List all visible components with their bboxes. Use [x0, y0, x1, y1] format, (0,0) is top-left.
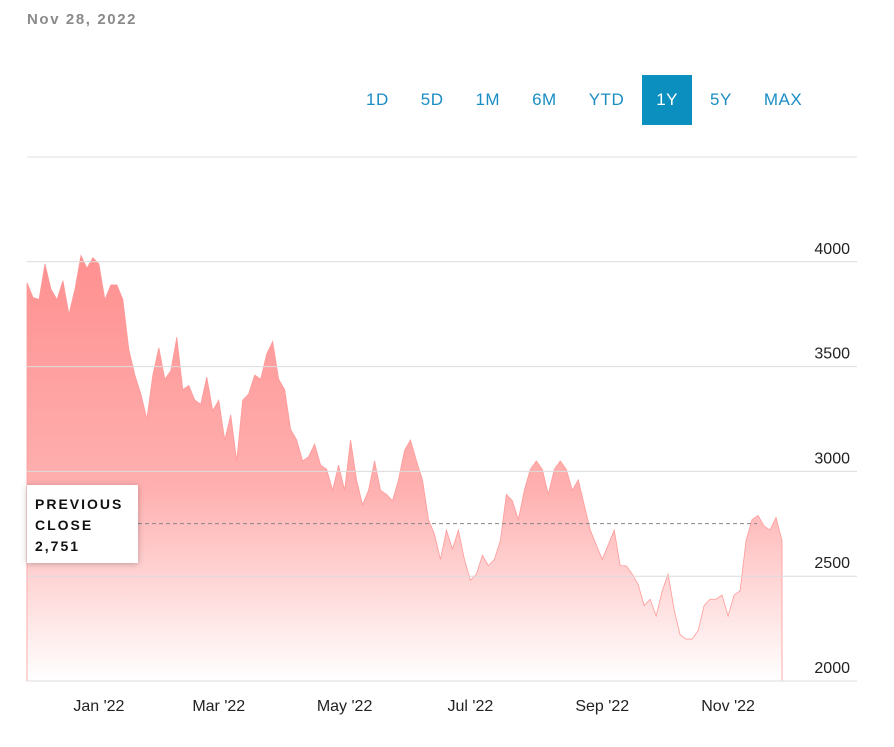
range-button[interactable]: 1Y: [642, 75, 693, 125]
previous-close-value: 2,751: [35, 538, 81, 554]
previous-close-label: PREVIOUS CLOSE: [35, 496, 124, 533]
x-tick-label: Jan '22: [73, 698, 124, 715]
range-button[interactable]: 5Y: [710, 90, 732, 109]
price-area: [26, 254, 783, 682]
y-tick-label: 2500: [814, 555, 850, 572]
x-tick-label: Jul '22: [448, 698, 494, 715]
range-button[interactable]: MAX: [763, 90, 803, 109]
range-button[interactable]: YTD: [588, 90, 625, 109]
range-button[interactable]: 1D: [366, 90, 389, 109]
date: Nov 28, 2022: [27, 11, 138, 28]
range-button[interactable]: 6M: [532, 90, 557, 109]
range-selector: 1D 5D 1M 6M YTD 1Y 5Y MAX: [350, 75, 818, 125]
y-tick-label: 3500: [814, 346, 850, 363]
x-tick-label: Sep '22: [575, 698, 629, 715]
x-tick-label: Nov '22: [701, 698, 755, 715]
y-tick-label: 3000: [814, 450, 850, 467]
y-tick-label: 2000: [814, 660, 850, 677]
range-button[interactable]: 1M: [475, 90, 501, 109]
previous-close-box: PREVIOUS CLOSE 2,751: [27, 485, 138, 563]
y-tick-label: 4000: [814, 241, 850, 258]
x-tick-label: May '22: [317, 698, 373, 715]
x-tick-label: Mar '22: [192, 698, 245, 715]
range-button[interactable]: 5D: [420, 90, 444, 109]
